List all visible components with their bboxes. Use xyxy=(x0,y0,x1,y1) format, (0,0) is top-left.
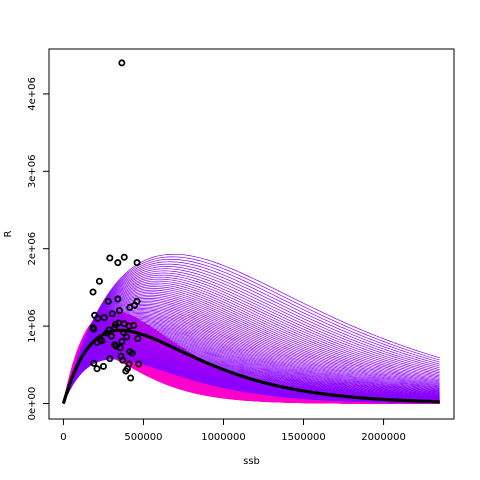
x-axis-label: ssb xyxy=(243,456,260,467)
data-point xyxy=(114,259,122,267)
purple-model-curve xyxy=(63,302,440,404)
purple-model-curve xyxy=(63,270,440,404)
purple-model-curve xyxy=(63,297,440,404)
purple-model-curve xyxy=(63,280,440,404)
x-tick-label: 2000000 xyxy=(361,432,406,443)
data-point xyxy=(131,301,139,309)
data-point xyxy=(114,295,122,303)
y-tick-label: 4e+06 xyxy=(27,77,38,111)
purple-model-curve xyxy=(63,316,440,404)
purple-model-curve xyxy=(63,276,440,404)
data-point xyxy=(123,365,131,373)
data-point xyxy=(95,277,103,285)
purple-model-curve xyxy=(63,317,440,404)
data-point xyxy=(108,310,116,318)
purple-model-curve xyxy=(63,314,440,404)
purple-model-curve xyxy=(63,288,440,404)
data-point xyxy=(104,297,112,305)
data-point xyxy=(99,362,107,370)
purple-model-curve xyxy=(63,274,440,404)
data-point xyxy=(118,59,126,67)
data-point xyxy=(119,328,127,336)
data-point xyxy=(106,355,114,363)
data-point xyxy=(123,333,131,341)
purple-model-curve xyxy=(63,284,440,404)
purple-model-curve xyxy=(63,258,440,404)
purple-model-curve xyxy=(63,293,440,404)
purple-model-curve xyxy=(63,315,440,404)
data-point xyxy=(120,253,128,261)
y-tick-label: 2e+06 xyxy=(27,232,38,266)
data-point xyxy=(119,356,127,364)
data-point xyxy=(100,314,108,322)
purple-model-curve xyxy=(63,266,440,404)
data-point xyxy=(111,324,119,332)
purple-model-curve xyxy=(63,256,440,404)
purple-model-curve xyxy=(63,307,440,404)
data-point xyxy=(118,338,126,346)
data-point xyxy=(112,342,120,350)
purple-model-curve xyxy=(63,268,440,404)
x-tick-label: 0 xyxy=(60,432,66,443)
purple-model-curve xyxy=(63,286,440,404)
data-point xyxy=(134,334,142,342)
data-point xyxy=(115,319,123,327)
purple-model-curve xyxy=(63,303,440,404)
x-tick-label: 1500000 xyxy=(281,432,326,443)
x-tick-label: 500000 xyxy=(124,432,162,443)
y-tick-label: 0e+00 xyxy=(27,387,38,421)
data-point xyxy=(127,374,135,382)
purple-model-curve xyxy=(63,289,440,404)
purple-model-curve xyxy=(63,263,440,404)
data-point xyxy=(106,254,114,262)
purple-model-curve xyxy=(63,300,440,404)
purple-model-curve xyxy=(63,306,440,404)
data-point xyxy=(130,321,138,329)
purple-model-curve xyxy=(63,291,440,404)
purple-model-curve xyxy=(63,305,440,404)
y-tick-label: 1e+06 xyxy=(27,309,38,343)
purple-model-curve xyxy=(63,272,440,404)
data-point xyxy=(89,324,97,332)
y-axis-label: R xyxy=(3,230,14,237)
data-point xyxy=(135,360,143,368)
y-tick-label: 3e+06 xyxy=(27,154,38,188)
data-point xyxy=(115,307,123,315)
purple-model-curve xyxy=(63,261,440,404)
purple-model-curve xyxy=(63,299,440,404)
y-axis: 0e+00 1e+06 2e+06 3e+06 4e+06 xyxy=(27,77,50,421)
data-point xyxy=(128,349,136,357)
data-point xyxy=(93,365,101,373)
purple-model-curve xyxy=(63,296,440,404)
data-point xyxy=(133,259,141,267)
x-tick-label: 1000000 xyxy=(201,432,246,443)
data-point xyxy=(89,288,97,296)
data-point xyxy=(90,359,98,367)
observed-points xyxy=(89,59,143,382)
data-point xyxy=(94,314,102,322)
data-point xyxy=(103,329,111,337)
purple-model-curve xyxy=(63,253,440,404)
purple-model-curve xyxy=(63,294,440,404)
purple-model-curve xyxy=(63,319,440,404)
purple-model-curve xyxy=(63,327,440,404)
purple-model-curve xyxy=(63,282,440,404)
purple-model-curve xyxy=(63,311,440,404)
x-axis: 0 500000 1000000 1500000 2000000 xyxy=(60,418,406,443)
data-point xyxy=(93,338,101,346)
purple-model-curve xyxy=(63,309,440,404)
purple-model-curve xyxy=(63,278,440,404)
purple-model-curve xyxy=(63,310,440,404)
data-point xyxy=(107,332,115,340)
model-curves xyxy=(61,253,440,404)
purple-model-curve xyxy=(63,313,440,404)
